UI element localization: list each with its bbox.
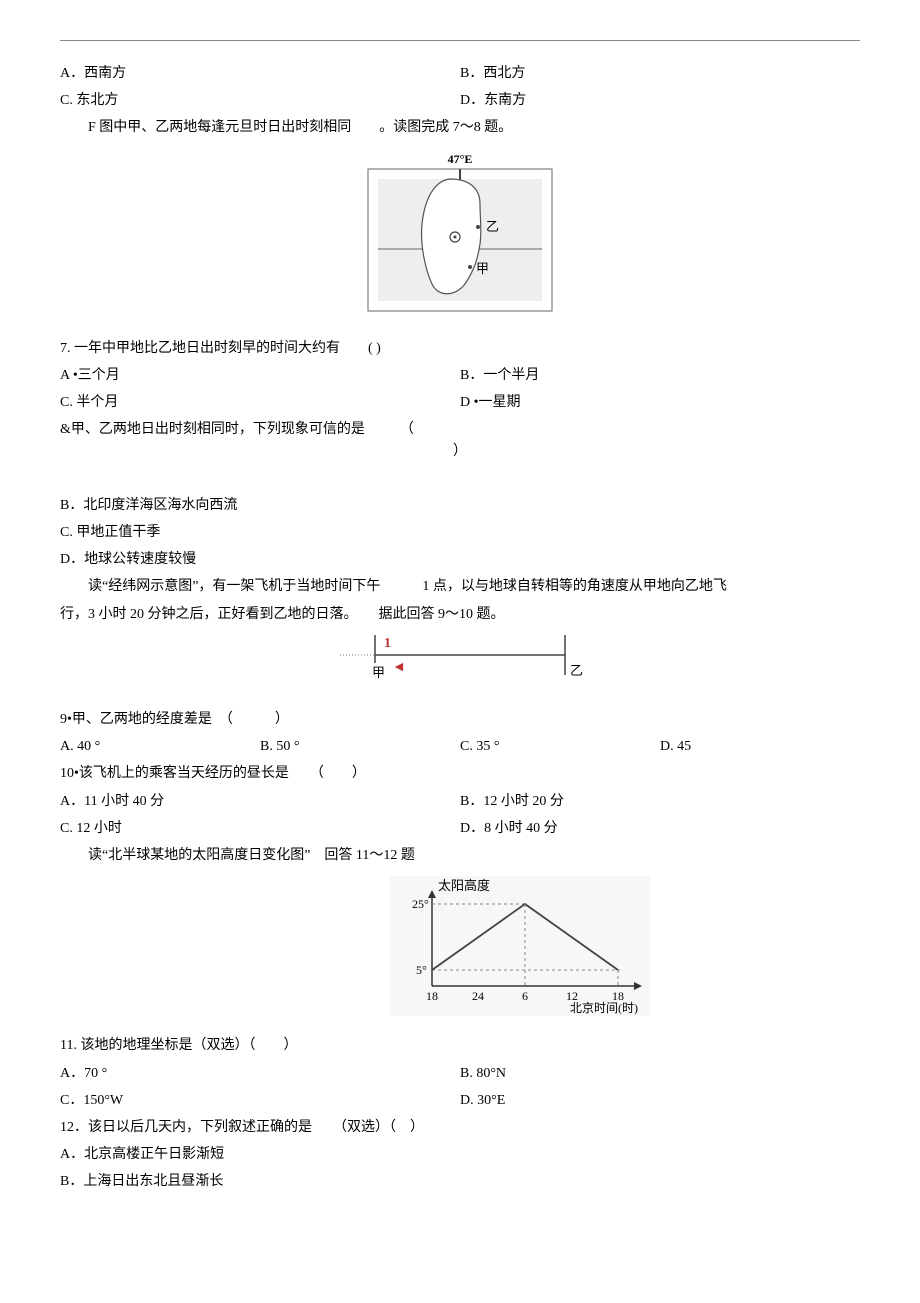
q11-opt-b: B. 80°N <box>460 1061 860 1086</box>
fig2-yi: 乙 <box>570 663 583 678</box>
q11-opt-a: A．70 ° <box>60 1061 460 1086</box>
figure-solar-altitude: 太阳高度 25° 5° 18 24 6 12 18 北京时间(时) <box>60 876 860 1025</box>
intro-11-12: 读“北半球某地的太阳高度日变化图” 回答 11〜12 题 <box>60 843 860 868</box>
q10-opts-row1: A．11 小时 40 分 B．12 小时 20 分 <box>60 789 860 814</box>
svg-text:1: 1 <box>384 636 391 651</box>
q10-opt-a: A．11 小时 40 分 <box>60 789 460 814</box>
opt-d: D．东南方 <box>460 88 860 113</box>
q10-opt-b: B．12 小时 20 分 <box>460 789 860 814</box>
q11-stem: 11. 该地的地理坐标是（双选）（ ） <box>60 1033 860 1058</box>
figure-longitude-line: 1 甲 ◄ 乙 <box>60 635 860 699</box>
prev-opts-row2: C. 东北方 D．东南方 <box>60 88 860 113</box>
q10-opts-row2: C. 12 小时 D．8 小时 40 分 <box>60 816 860 841</box>
q11-opts-row2: C．150°W D. 30°E <box>60 1088 860 1113</box>
label-47e: 47°E <box>448 152 473 166</box>
figure-island-map: 47°E 乙 甲 <box>60 149 860 328</box>
top-rule <box>60 40 860 41</box>
q9-opts: A. 40 ° B. 50 ° C. 35 ° D. 45 <box>60 734 860 759</box>
fig2-arrow: ◄ <box>392 660 406 675</box>
fig3-ylabel: 太阳高度 <box>438 878 490 893</box>
q7-opt-a: A •三个月 <box>60 363 460 388</box>
fig2-jia: 甲 <box>372 665 385 680</box>
fig3-xlabel: 北京时间(时) <box>570 1001 638 1015</box>
label-jia: 甲 <box>476 261 489 276</box>
intro-9-10-a: 读“经纬网示意图”，有一架飞机于当地时间下午 1 点，以与地球自转相等的角速度从… <box>60 574 860 599</box>
q7-opt-d: D •一星期 <box>460 390 860 415</box>
q8-opt-d: D．地球公转速度较慢 <box>60 547 860 572</box>
fig3-y25: 25° <box>412 897 429 911</box>
q9-opt-c: C. 35 ° <box>460 734 660 759</box>
svg-text:6: 6 <box>522 989 528 1003</box>
q9-opt-b: B. 50 ° <box>260 734 460 759</box>
q8-opt-c: C. 甲地正值干季 <box>60 520 860 545</box>
svg-text:24: 24 <box>472 989 484 1003</box>
intro-9-10-b: 行，3 小时 20 分钟之后，正好看到乙地的日落。 据此回答 9〜10 题。 <box>60 602 860 627</box>
q10-stem: 10•该飞机上的乘客当天经历的昼长是 （ ） <box>60 761 860 786</box>
q8-opt-b: B．北印度洋海区海水向西流 <box>60 493 860 518</box>
q9-opt-a: A. 40 ° <box>60 734 260 759</box>
q11-opt-d: D. 30°E <box>460 1088 860 1113</box>
q11-opt-c: C．150°W <box>60 1088 460 1113</box>
q7-opt-c: C. 半个月 <box>60 390 460 415</box>
fig3-y5: 5° <box>416 963 427 977</box>
q10-opt-d: D．8 小时 40 分 <box>460 816 860 841</box>
q7-opts-row1: A •三个月 B．一个半月 <box>60 363 860 388</box>
svg-text:18: 18 <box>426 989 438 1003</box>
q11-opts-row1: A．70 ° B. 80°N <box>60 1061 860 1086</box>
q12-stem: 12．该日以后几天内，下列叙述正确的是 （双选）（ ） <box>60 1115 860 1140</box>
opt-a: A．西南方 <box>60 61 460 86</box>
q9-opt-d: D. 45 <box>660 734 860 759</box>
q7-opt-b: B．一个半月 <box>460 363 860 388</box>
intro-7-8: F 图中甲、乙两地每逢元旦时日出时刻相同 。读图完成 7〜8 题。 <box>60 115 860 140</box>
q10-opt-c: C. 12 小时 <box>60 816 460 841</box>
label-yi: 乙 <box>486 219 499 234</box>
prev-opts-row1: A．西南方 B．西北方 <box>60 61 860 86</box>
q12-opt-a: A．北京高楼正午日影渐短 <box>60 1142 860 1167</box>
opt-b: B．西北方 <box>460 61 860 86</box>
q9-stem: 9•甲、乙两地的经度差是 （ ） <box>60 707 860 732</box>
opt-c: C. 东北方 <box>60 88 460 113</box>
q12-opt-b: B．上海日出东北且昼渐长 <box>60 1169 860 1194</box>
q7-stem: 7. 一年中甲地比乙地日出时刻早的时间大约有 ( ) <box>60 336 860 361</box>
q7-opts-row2: C. 半个月 D •一星期 <box>60 390 860 415</box>
